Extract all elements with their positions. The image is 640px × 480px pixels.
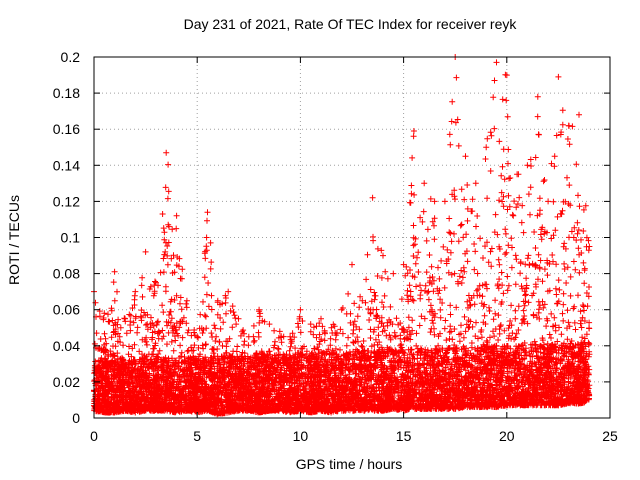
x-tick-label: 0 bbox=[90, 428, 98, 444]
y-tick-label: 0.14 bbox=[53, 157, 80, 173]
data-points bbox=[91, 54, 593, 418]
roti-point-cloud bbox=[91, 54, 593, 418]
y-tick-label: 0.1 bbox=[61, 230, 81, 246]
x-tick-label: 25 bbox=[602, 428, 618, 444]
y-tick-label: 0 bbox=[72, 410, 80, 426]
y-tick-label: 0.12 bbox=[53, 193, 80, 209]
y-tick-label: 0.06 bbox=[53, 302, 80, 318]
x-axis-label: GPS time / hours bbox=[295, 456, 403, 472]
x-tick-label: 15 bbox=[396, 428, 412, 444]
x-tick-label: 5 bbox=[193, 428, 201, 444]
y-tick-label: 0.18 bbox=[53, 85, 80, 101]
y-tick-label: 0.04 bbox=[53, 338, 80, 354]
chart-title: Day 231 of 2021, Rate Of TEC Index for r… bbox=[183, 16, 517, 32]
x-tick-label: 20 bbox=[499, 428, 515, 444]
y-tick-label: 0.08 bbox=[53, 266, 80, 282]
x-tick-label: 10 bbox=[293, 428, 309, 444]
axes: 0 5 10 15 20 25 0 0.02 0.04 0.06 0.08 0.1 0.12 0.14 0.… bbox=[53, 49, 618, 444]
y-tick-label: 0.16 bbox=[53, 121, 80, 137]
y-tick-label: 0.2 bbox=[61, 49, 81, 65]
y-tick-label: 0.02 bbox=[53, 374, 80, 390]
y-axis-label: ROTI / TECUs bbox=[6, 195, 22, 285]
